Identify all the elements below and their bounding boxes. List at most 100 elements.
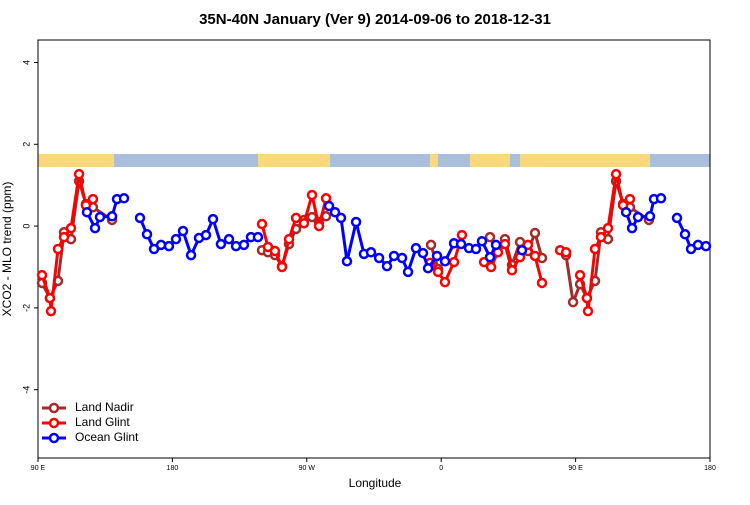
- data-point: [238, 239, 250, 251]
- x-tick-label: 90 E: [31, 465, 46, 472]
- data-point: [373, 252, 385, 264]
- data-point: [313, 220, 325, 232]
- data-point: [567, 296, 579, 308]
- data-point: [432, 266, 444, 278]
- data-point: [595, 231, 607, 243]
- data-point: [620, 206, 632, 218]
- land-band: [258, 154, 330, 167]
- data-point: [283, 233, 295, 245]
- legend-marker: [48, 402, 60, 414]
- data-point: [65, 222, 77, 234]
- data-point: [671, 212, 683, 224]
- y-axis-label: XCO2 - MLO trend (ppm): [0, 182, 14, 317]
- data-point: [45, 305, 57, 317]
- data-point: [632, 211, 644, 223]
- data-point: [81, 206, 93, 218]
- data-point: [439, 276, 451, 288]
- data-point: [118, 193, 130, 204]
- data-point: [350, 216, 362, 228]
- x-tick-label: 0: [439, 465, 443, 472]
- data-point: [256, 218, 268, 230]
- data-point: [679, 229, 691, 240]
- data-point: [52, 243, 64, 255]
- data-point: [589, 243, 601, 255]
- land-band: [520, 154, 650, 167]
- data-point: [626, 222, 638, 234]
- data-point: [610, 168, 622, 180]
- x-tick-label: 90 W: [299, 465, 316, 472]
- data-point: [200, 229, 212, 241]
- x-tick-label: 180: [167, 465, 179, 472]
- data-point: [381, 260, 393, 272]
- data-point: [700, 240, 712, 252]
- data-point: [306, 189, 318, 201]
- y-tick-label: 2: [21, 142, 31, 147]
- data-point: [163, 240, 175, 252]
- data-point: [341, 256, 353, 267]
- y-tick-label: -4: [21, 386, 31, 394]
- legend-label: Land Glint: [75, 415, 130, 429]
- data-point: [252, 231, 264, 243]
- data-point: [644, 211, 656, 222]
- data-point: [439, 256, 451, 267]
- legend-marker: [48, 432, 60, 444]
- data-point: [290, 212, 302, 224]
- chart-title: 35N-40N January (Ver 9) 2014-09-06 to 20…: [199, 11, 551, 28]
- data-point: [448, 256, 460, 268]
- series: [81, 193, 712, 278]
- data-point: [456, 229, 468, 241]
- data-point: [516, 244, 528, 256]
- land-band: [470, 154, 510, 167]
- y-tick-label: 0: [21, 224, 31, 229]
- legend-label: Land Nadir: [75, 400, 134, 414]
- data-point: [365, 247, 377, 258]
- data-point: [484, 231, 496, 243]
- data-point: [455, 238, 467, 250]
- legend-label: Ocean Glint: [75, 430, 139, 444]
- data-point: [87, 193, 99, 205]
- data-point: [177, 225, 189, 237]
- data-point: [402, 266, 414, 278]
- data-point: [602, 222, 614, 234]
- series: [36, 168, 636, 317]
- data-point: [207, 213, 219, 225]
- data-point: [529, 227, 541, 239]
- land-band: [38, 154, 114, 167]
- data-point: [276, 261, 288, 273]
- data-point: [396, 252, 408, 264]
- y-tick-label: 4: [21, 60, 31, 65]
- data-point: [223, 233, 235, 245]
- land-ocean-band: [38, 154, 710, 167]
- data-point: [476, 235, 488, 247]
- data-point: [388, 250, 400, 262]
- data-point: [44, 292, 56, 304]
- data-point: [170, 233, 182, 245]
- data-point: [484, 251, 496, 263]
- data-point: [692, 239, 704, 251]
- data-point: [490, 239, 502, 251]
- data-point: [335, 212, 347, 224]
- data-point: [89, 222, 101, 234]
- data-point: [94, 211, 106, 223]
- legend-marker: [48, 417, 60, 429]
- data-point: [422, 262, 434, 274]
- data-point: [470, 243, 482, 255]
- x-axis-label: Longitude: [349, 476, 402, 490]
- data-point: [536, 277, 548, 289]
- data-point: [134, 212, 146, 224]
- data-point: [36, 269, 48, 281]
- data-point: [329, 206, 341, 218]
- data-point: [58, 231, 70, 243]
- data-point: [582, 305, 594, 317]
- data-point: [431, 250, 443, 262]
- data-point: [499, 238, 511, 250]
- data-point: [298, 217, 310, 229]
- data-point: [73, 168, 85, 180]
- data-point: [529, 250, 541, 262]
- x-tick-label: 180: [704, 465, 716, 472]
- x-tick-label: 90 E: [568, 465, 583, 472]
- data-point: [417, 247, 429, 259]
- y-tick-label: -2: [21, 304, 31, 312]
